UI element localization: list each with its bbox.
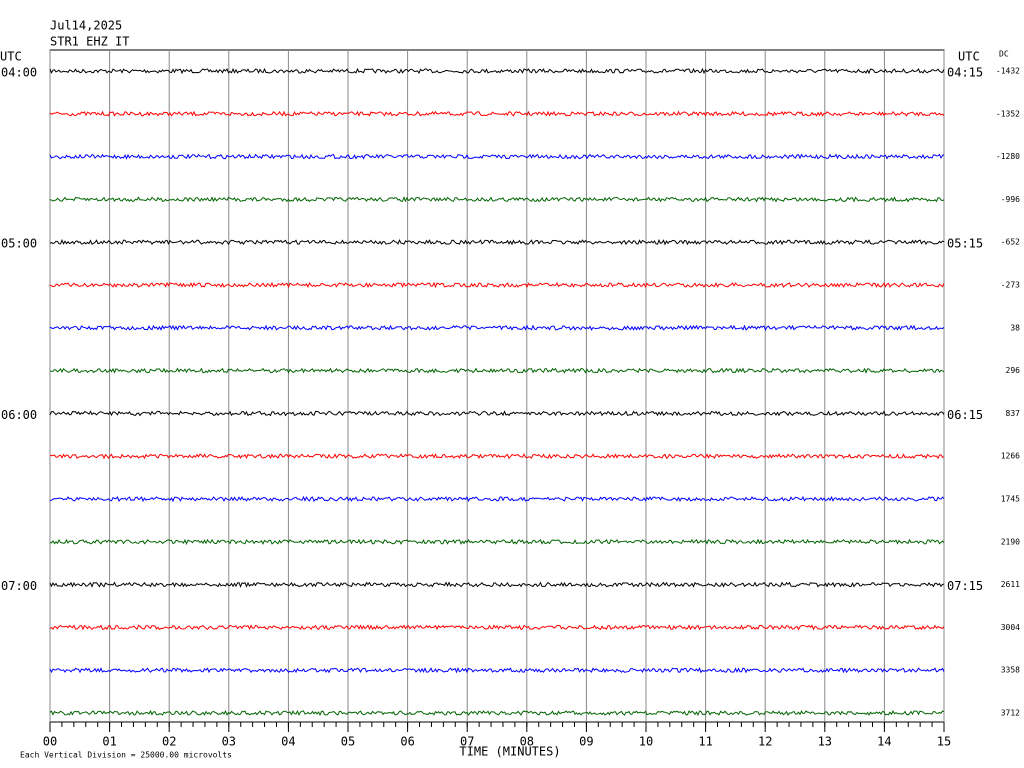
x-tick-label: 01 [102, 735, 116, 749]
dc-value: -1352 [996, 109, 1020, 118]
x-tick-label: 03 [222, 735, 236, 749]
trace [49, 581, 945, 588]
dc-value: 38 [1010, 323, 1020, 332]
trace [49, 67, 945, 75]
right-axis-label: UTC [958, 50, 980, 64]
trace [49, 196, 945, 203]
dc-value: 1745 [1001, 495, 1020, 504]
x-tick-label: 05 [341, 735, 355, 749]
x-tick-label: 06 [400, 735, 414, 749]
x-tick-label: 00 [43, 735, 57, 749]
dc-value: 2611 [1001, 580, 1020, 589]
trace [49, 495, 945, 503]
dc-value: -1280 [996, 152, 1020, 161]
trace [49, 153, 945, 160]
x-axis-label: TIME (MINUTES) [459, 745, 560, 759]
trace [49, 324, 945, 331]
dc-value: 2190 [1001, 537, 1020, 546]
x-tick-label: 04 [281, 735, 295, 749]
left-axis-label: UTC [0, 50, 22, 64]
dc-value: 3004 [1001, 623, 1020, 632]
plot-frame [49, 49, 945, 723]
station: STR1 EHZ IT [50, 35, 129, 49]
x-tick-label: 11 [698, 735, 712, 749]
right-time-label: 05:15 [947, 237, 983, 251]
dc-label: DC [999, 50, 1009, 59]
x-tick-label: 09 [579, 735, 593, 749]
trace [49, 538, 945, 546]
right-time-label: 06:15 [947, 408, 983, 422]
trace [49, 624, 945, 631]
dc-value: -273 [1001, 281, 1020, 290]
dc-value: 837 [1006, 409, 1021, 418]
chart-title: Jul14,2025 [50, 19, 122, 33]
dc-value: 3358 [1001, 666, 1020, 675]
x-tick-label: 02 [162, 735, 176, 749]
left-time-label: 04:00 [1, 66, 37, 80]
trace [49, 281, 945, 289]
dc-value: 296 [1006, 366, 1021, 375]
trace [49, 410, 945, 417]
right-time-label: 07:15 [947, 579, 983, 593]
trace [50, 367, 945, 374]
trace [49, 709, 945, 717]
dc-value: -652 [1001, 238, 1020, 247]
left-time-label: 05:00 [1, 237, 37, 251]
left-time-label: 07:00 [1, 579, 37, 593]
right-time-label: 04:15 [947, 66, 983, 80]
dc-value: 3712 [1001, 709, 1020, 718]
x-tick-label: 15 [937, 735, 951, 749]
x-tick-label: 12 [758, 735, 772, 749]
x-tick-label: 10 [639, 735, 653, 749]
trace [49, 110, 945, 117]
x-tick-label: 08 [520, 735, 534, 749]
x-tick-label: 07 [460, 735, 474, 749]
dc-value: 1266 [1001, 452, 1020, 461]
footnote: Each Vertical Division = 25000.00 microv… [20, 751, 232, 760]
x-tick-label: 14 [877, 735, 891, 749]
dc-value: -996 [1001, 195, 1020, 204]
x-tick-label: 13 [818, 735, 832, 749]
trace [49, 238, 945, 246]
trace [49, 667, 945, 674]
trace [49, 453, 945, 460]
left-time-label: 06:00 [1, 408, 37, 422]
dc-value: -1432 [996, 67, 1020, 76]
